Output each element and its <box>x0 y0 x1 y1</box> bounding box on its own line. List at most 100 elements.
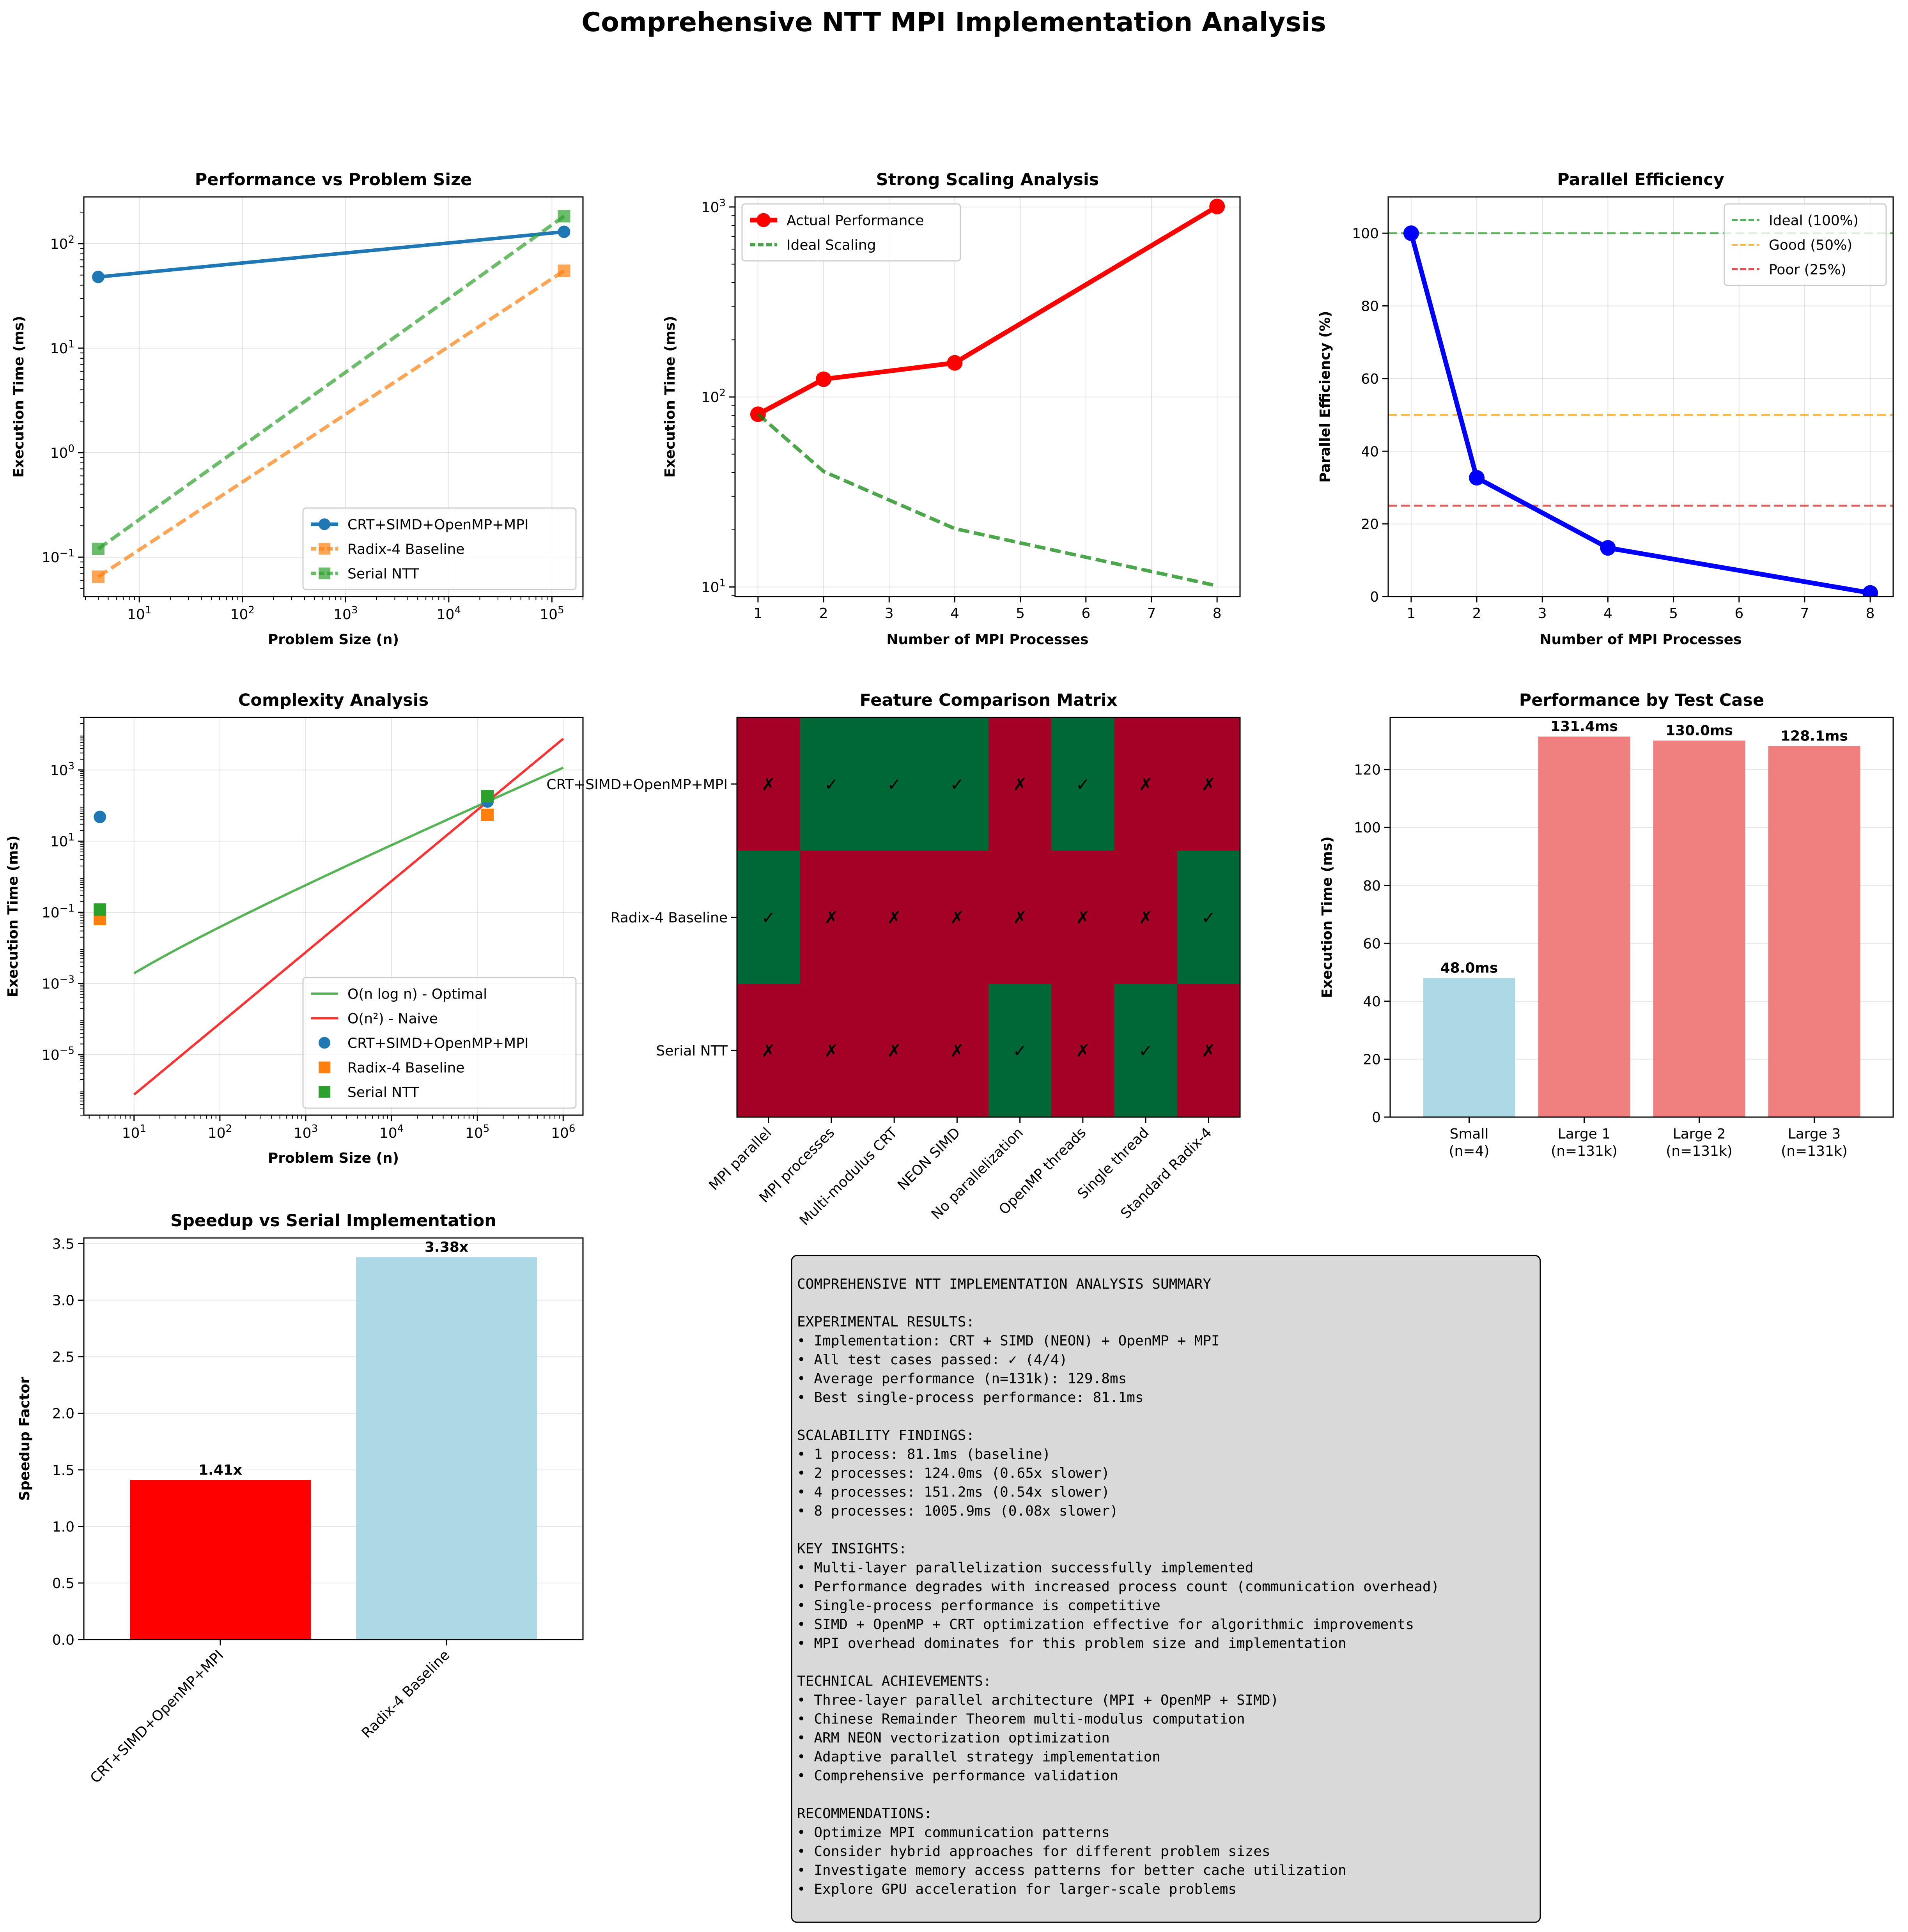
y-tick-label: 10−5 <box>42 1045 74 1063</box>
y-axis-label: Execution Time (ms) <box>11 316 27 478</box>
heatmap-cell <box>800 984 863 1117</box>
heatmap-cell <box>989 717 1052 851</box>
y-axis-label: Execution Time (ms) <box>662 316 678 478</box>
x-tick-label: 5 <box>1669 606 1678 622</box>
x-tick-label: 102 <box>230 604 255 623</box>
heatmap-cell-label: ✗ <box>824 908 838 928</box>
panel-strong-scaling-analysis: 1 2 3 4 5 6 7 8 101 102 103 Strong Scaling Analysis… <box>662 170 1241 648</box>
x-tick-label: 2 <box>819 606 828 622</box>
y-tick-label: 80 <box>1363 878 1381 894</box>
legend-label: Actual Performance <box>787 213 924 229</box>
x-tick-label: 1 <box>1407 606 1415 622</box>
panel-speedup-vs-serial: 0.00.51.01.52.02.53.03.51.41xCRT+SIMD+Op… <box>17 1211 584 1787</box>
data-point <box>481 790 494 803</box>
heatmap-cell-label: ✗ <box>1013 908 1027 928</box>
y-tick-label: 2.5 <box>52 1349 74 1365</box>
legend-label: Poor (25%) <box>1769 262 1846 278</box>
summary-line: • MPI overhead dominates for this proble… <box>797 1636 1346 1652</box>
y-axis-label: Execution Time (ms) <box>1319 836 1335 998</box>
summary-line: • Chinese Remainder Theorem multi-modulu… <box>797 1711 1245 1727</box>
x-tick-label: 3 <box>1538 606 1547 622</box>
bar-value-label: 131.4ms <box>1550 719 1618 735</box>
bar-value-label: 3.38x <box>425 1239 468 1255</box>
data-point <box>94 903 106 916</box>
y-tick-label: 40 <box>1361 444 1379 460</box>
y-tick-label: 10−3 <box>42 974 74 992</box>
x-tick-label: 104 <box>379 1123 404 1141</box>
x-tick-label: 5 <box>1016 606 1025 622</box>
heatmap-cell-label: ✗ <box>1201 775 1216 795</box>
legend-marker <box>756 213 771 227</box>
heatmap-cell-label: ✗ <box>1075 1041 1090 1061</box>
legend-label: CRT+SIMD+OpenMP+MPI <box>347 517 529 533</box>
legend-marker <box>319 1061 330 1073</box>
y-tick-label: 20 <box>1363 1052 1381 1068</box>
heatmap-cell-label: ✓ <box>1201 908 1216 928</box>
data-point <box>94 811 106 823</box>
heatmap-cell-label: ✗ <box>887 1041 902 1061</box>
y-tick-label: 0.0 <box>52 1632 74 1648</box>
legend: Ideal (100%) Good (50%) Poor (25%) <box>1724 203 1887 286</box>
data-point <box>1862 585 1878 597</box>
x-tick-label: 2 <box>1472 606 1481 622</box>
y-axis-label: Speedup Factor <box>17 1377 33 1501</box>
summary-line: • Comprehensive performance validation <box>797 1768 1118 1784</box>
data-point <box>92 271 105 283</box>
heatmap-row-label: Radix-4 Baseline <box>611 910 728 926</box>
x-tick-label: Large 1 (n=131k) <box>1551 1126 1617 1159</box>
legend-label: Radix-4 Baseline <box>347 1060 464 1076</box>
bar <box>130 1480 311 1640</box>
y-axis-label: Execution Time (ms) <box>5 836 21 997</box>
bar-value-label: 130.0ms <box>1665 723 1733 738</box>
legend-label: Good (50%) <box>1769 237 1852 253</box>
data-point <box>558 264 570 277</box>
heatmap-cell-label: ✗ <box>1201 1041 1216 1061</box>
heatmap-cell-label: ✗ <box>950 1041 964 1061</box>
y-tick-label: 2.0 <box>52 1406 74 1422</box>
heatmap-cell <box>863 850 926 984</box>
x-tick-label: Large 2 (n=131k) <box>1666 1126 1733 1159</box>
chart-title: Feature Comparison Matrix <box>860 691 1118 710</box>
summary-line: SCALABILITY FINDINGS: <box>797 1427 974 1443</box>
heatmap-cell-label: ✗ <box>1075 908 1090 928</box>
heatmap-cell-label: ✗ <box>887 908 902 928</box>
x-tick-label: 3 <box>885 606 894 622</box>
heatmap-cell-label: ✓ <box>1139 1041 1153 1061</box>
x-tick-label: 4 <box>1603 606 1612 622</box>
data-point <box>481 808 494 821</box>
legend: Actual Performance Ideal Scaling <box>741 203 961 262</box>
x-tick-label: Small (n=4) <box>1449 1126 1490 1159</box>
data-point <box>1403 225 1419 241</box>
summary-line: • Optimize MPI communication patterns <box>797 1825 1110 1841</box>
bar <box>1653 740 1745 1117</box>
chart-title: Performance vs Problem Size <box>195 170 472 189</box>
chart-title: Performance by Test Case <box>1519 691 1764 710</box>
heatmap-cell-label: ✓ <box>824 775 838 795</box>
heatmap-cell <box>1051 850 1114 984</box>
plot-data <box>94 738 564 1096</box>
summary-line: • Investigate memory access patterns for… <box>797 1863 1346 1879</box>
chart-title: Strong Scaling Analysis <box>876 170 1099 189</box>
axes-frame <box>1389 717 1894 1118</box>
legend-label: Serial NTT <box>347 566 420 582</box>
summary-line: • All test cases passed: ✓ (4/4) <box>797 1352 1068 1368</box>
summary-line: • SIMD + OpenMP + CRT optimization effec… <box>797 1617 1414 1633</box>
heatmap-cell <box>737 850 800 984</box>
y-tick-label: 101 <box>50 831 74 850</box>
summary-line: TECHNICAL ACHIEVEMENTS: <box>797 1673 992 1689</box>
heatmap-cell <box>925 717 989 851</box>
y-tick-label: 60 <box>1361 371 1379 387</box>
panel-complexity-analysis: 101 102 103 104 105 106 10−5 10−3 10−1 101 103 Comp… <box>5 691 584 1166</box>
heatmap-cell-label: ✗ <box>824 1041 838 1061</box>
legend-label: O(n log n) - Optimal <box>347 986 487 1002</box>
x-tick-label: 6 <box>1081 606 1090 622</box>
bar <box>1538 737 1630 1117</box>
heatmap-cell <box>800 717 863 851</box>
legend-marker <box>319 1037 330 1049</box>
heatmap-cell-label: ✗ <box>761 775 776 795</box>
summary-line: KEY INSIGHTS: <box>797 1541 907 1557</box>
y-tick-label: 103 <box>702 197 726 216</box>
legend-marker <box>319 567 330 579</box>
x-tick-label: 103 <box>294 1123 318 1141</box>
